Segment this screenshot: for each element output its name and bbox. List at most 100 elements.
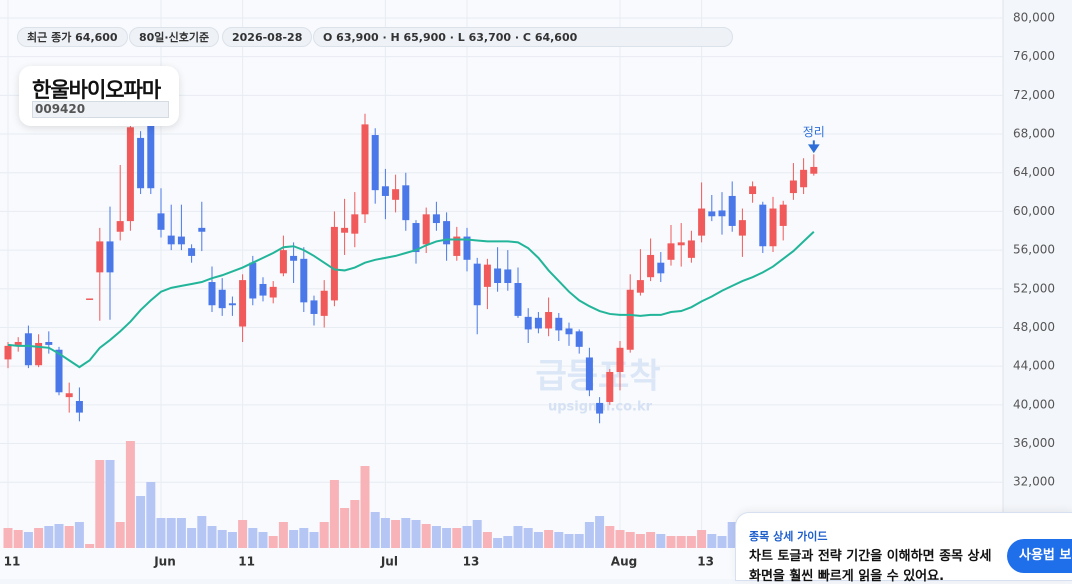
x-tick-label: 13 xyxy=(697,555,714,569)
volume-bar xyxy=(574,534,584,548)
candle-body xyxy=(320,290,328,316)
candle-body xyxy=(371,135,379,191)
candle-body xyxy=(35,342,43,366)
candle-body xyxy=(545,312,553,329)
candle-body xyxy=(504,269,512,283)
volume-bar xyxy=(278,522,288,548)
candle-body xyxy=(494,268,502,283)
volume-bar xyxy=(421,524,431,548)
candle-body xyxy=(738,220,746,236)
volume-bar xyxy=(197,516,207,548)
candle-body xyxy=(341,227,349,233)
y-tick-label: 36,000 xyxy=(1013,436,1055,450)
candle-body xyxy=(708,211,716,217)
y-tick-label: 60,000 xyxy=(1013,204,1055,218)
chip: 2026-08-28 xyxy=(222,27,313,47)
candle-body xyxy=(106,241,114,273)
volume-bar xyxy=(707,534,717,548)
volume-bar xyxy=(360,466,370,548)
candle-body xyxy=(269,286,277,298)
annotation: 정리 xyxy=(803,125,825,139)
candle-body xyxy=(524,316,532,330)
candle-body xyxy=(677,242,685,246)
volume-bar xyxy=(635,534,645,548)
candle-body xyxy=(657,262,665,274)
guide-line: 차트 토글과 전략 기간을 이해하면 종목 상세 xyxy=(749,549,992,564)
volume-bar xyxy=(584,522,594,548)
candle-body xyxy=(228,303,236,306)
y-tick-label: 48,000 xyxy=(1013,320,1055,334)
guide-title: 종목 상세 가이드 xyxy=(749,530,828,543)
candle-body xyxy=(483,264,491,287)
y-tick-label: 40,000 xyxy=(1013,397,1055,411)
guide-button[interactable]: 사용법 보기 xyxy=(1007,539,1072,573)
candle-body xyxy=(585,357,593,391)
volume-bar xyxy=(187,528,197,548)
x-tick-label: Jun xyxy=(153,555,176,569)
volume-bar xyxy=(493,538,503,548)
volume-bar xyxy=(697,530,707,548)
candle-body xyxy=(361,124,369,215)
candle-body xyxy=(514,283,522,316)
volume-bar xyxy=(727,522,737,548)
guide-line: 화면을 훨씬 빠르게 읽을 수 있어요. xyxy=(749,569,945,584)
volume-bar xyxy=(666,536,676,548)
volume-bar xyxy=(105,460,115,548)
candle-body xyxy=(453,236,461,256)
volume-bar xyxy=(605,526,615,548)
volume-bar xyxy=(3,528,13,548)
candle-body xyxy=(249,262,257,299)
volume-bar xyxy=(166,518,176,548)
candle-body xyxy=(381,186,389,196)
volume-bar xyxy=(503,536,513,548)
volume-bar xyxy=(74,522,84,548)
y-tick-label: 44,000 xyxy=(1013,359,1055,373)
candle-body xyxy=(728,195,736,226)
volume-bar xyxy=(554,532,564,548)
candle-body xyxy=(667,243,675,260)
volume-bar xyxy=(136,496,146,548)
volume-bar xyxy=(54,524,64,548)
candle-body xyxy=(749,186,757,195)
volume-bar xyxy=(309,532,319,548)
y-tick-label: 76,000 xyxy=(1013,49,1055,63)
candle-body xyxy=(718,210,726,217)
stock-code: 009420 xyxy=(32,101,169,118)
volume-bar xyxy=(544,530,554,548)
candle-body xyxy=(473,263,481,306)
volume-bar xyxy=(299,528,309,548)
candle-body xyxy=(698,208,706,236)
candle-body xyxy=(759,204,767,247)
candle-body xyxy=(290,255,298,261)
volume-bar xyxy=(462,526,472,548)
volume-bar xyxy=(380,518,390,548)
volume-bar xyxy=(401,518,411,548)
candle-body xyxy=(647,254,655,278)
candle-body xyxy=(279,250,287,274)
volume-bar xyxy=(442,528,452,548)
volume-bar xyxy=(156,518,166,548)
volume-bar xyxy=(533,532,543,548)
candle-body xyxy=(116,221,124,232)
candle-body xyxy=(636,280,644,293)
volume-bar xyxy=(227,532,237,548)
x-tick-label: Jul xyxy=(380,555,398,569)
candle-body xyxy=(147,124,155,189)
y-tick-label: 32,000 xyxy=(1013,475,1055,489)
volume-bar xyxy=(34,528,44,548)
candle-body xyxy=(208,282,216,306)
candle-body xyxy=(126,127,134,222)
y-tick-label: 52,000 xyxy=(1013,281,1055,295)
watermark-title: 급등포착 xyxy=(535,357,660,397)
volume-bar xyxy=(676,536,686,548)
volume-bar xyxy=(146,482,156,548)
candle-body xyxy=(800,169,808,188)
volume-bar xyxy=(472,520,482,548)
volume-bar xyxy=(513,526,523,548)
stock-card: 한울바이오파마 009420 xyxy=(19,66,179,126)
volume-bar xyxy=(686,536,696,548)
volume-bar xyxy=(329,480,339,548)
volume-bar xyxy=(115,522,125,548)
